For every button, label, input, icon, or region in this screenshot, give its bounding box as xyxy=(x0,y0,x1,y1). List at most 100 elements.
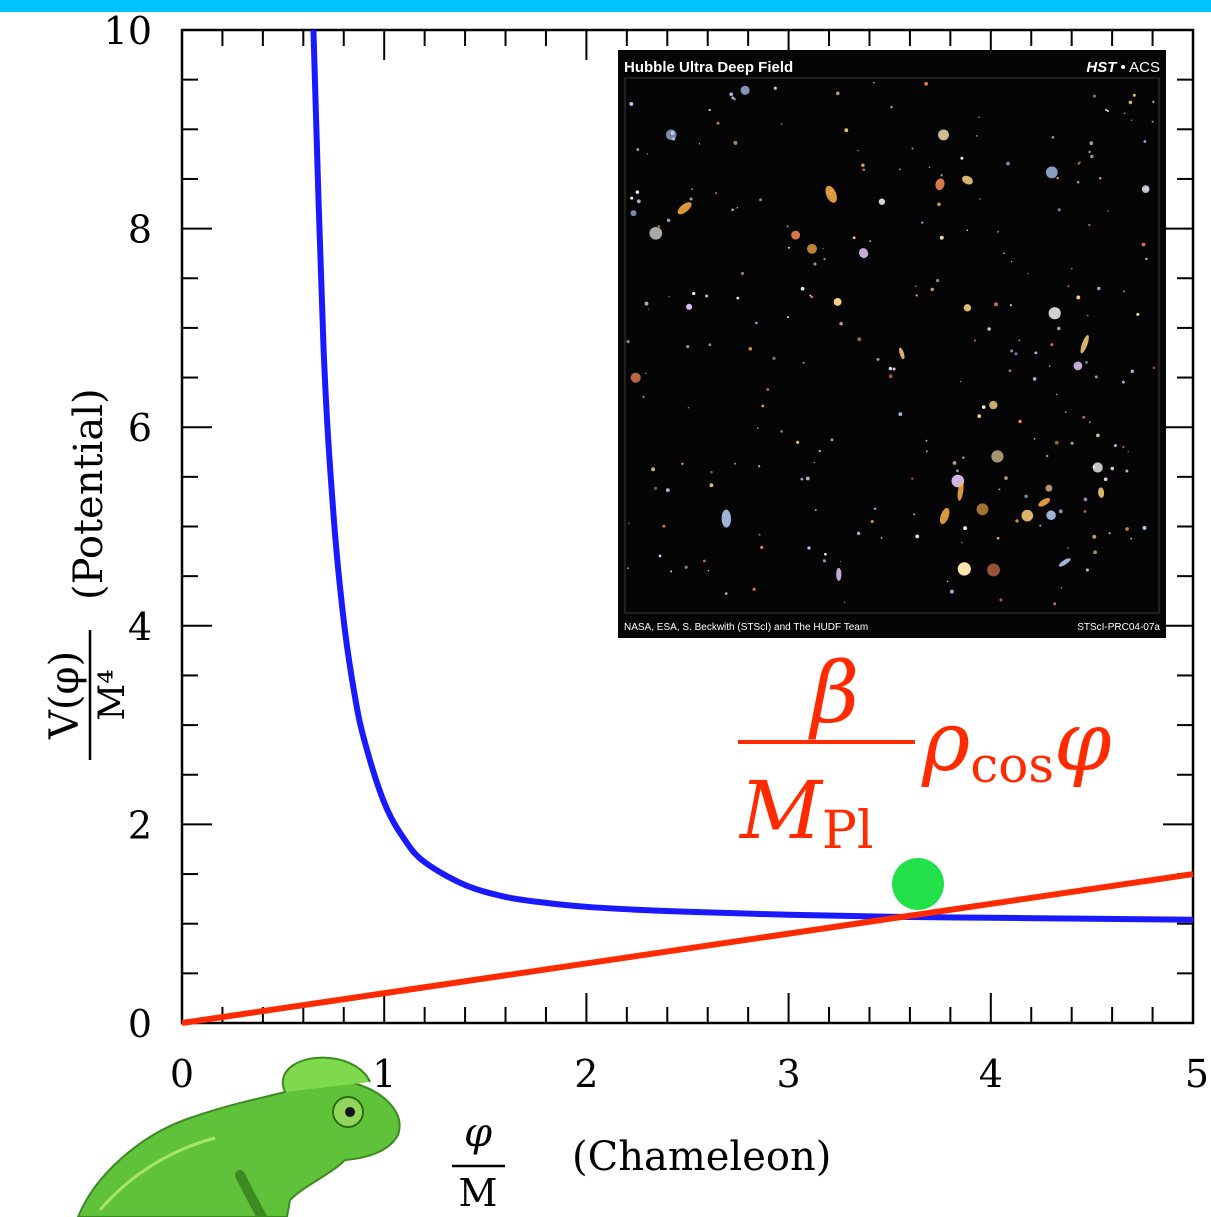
galaxy-dot xyxy=(861,163,865,168)
x-tick-label: 2 xyxy=(574,1052,598,1096)
galaxy-dot xyxy=(873,507,877,511)
galaxy-dot xyxy=(1085,568,1089,572)
galaxy-dot xyxy=(752,587,756,591)
galaxy-dot xyxy=(684,565,688,569)
galaxy-dot xyxy=(1123,290,1126,293)
galaxy-dot xyxy=(1099,177,1102,180)
y-tick-label: 2 xyxy=(128,803,152,847)
galaxy-dot xyxy=(1057,326,1061,331)
galaxy-dot xyxy=(873,81,875,84)
galaxy-dot xyxy=(665,129,677,141)
galaxy-dot xyxy=(707,569,710,572)
galaxy-dot xyxy=(780,430,783,433)
galaxy-dot xyxy=(1082,415,1086,419)
x-tick-label: 5 xyxy=(1185,1052,1209,1096)
galaxy-dot xyxy=(800,477,804,481)
galaxy-dot xyxy=(833,297,842,306)
galaxy-dot xyxy=(1034,351,1038,355)
galaxy-dot xyxy=(978,116,980,119)
galaxy-dot xyxy=(1132,93,1136,97)
galaxy-dot xyxy=(1053,602,1057,606)
inset-credit-right: STScI-PRC04-07a xyxy=(1077,622,1160,633)
galaxy-dot xyxy=(1151,120,1154,123)
galaxy-spiral xyxy=(1038,497,1051,507)
galaxy-dot xyxy=(715,192,718,194)
galaxy-dot xyxy=(981,405,986,409)
galaxy-dot xyxy=(1122,445,1125,449)
galaxy-dot xyxy=(665,488,670,492)
galaxy-dot xyxy=(1021,509,1034,522)
galaxy-dot xyxy=(1056,176,1059,180)
galaxy-dot xyxy=(1015,519,1019,523)
galaxy-dot xyxy=(630,196,634,200)
chameleon-crest xyxy=(281,1056,371,1093)
galaxy-dot xyxy=(1050,343,1054,347)
galaxy-spiral xyxy=(1098,487,1105,498)
galaxy-dot xyxy=(930,287,934,292)
galaxy-dot xyxy=(966,229,969,232)
galaxy-dot xyxy=(736,296,740,300)
galaxy-dot xyxy=(1010,260,1013,263)
galaxy-dot xyxy=(911,477,914,480)
annotation-rho-subscript: cos xyxy=(970,736,1054,794)
galaxy-dot xyxy=(654,486,658,490)
x-label-numerator: φ xyxy=(464,1110,492,1156)
galaxy-spiral xyxy=(935,178,945,191)
x-tick-label: 3 xyxy=(777,1052,801,1096)
galaxy-dot xyxy=(716,121,720,125)
chameleon-illustration xyxy=(76,1056,401,1217)
galaxy-dot xyxy=(761,404,765,408)
galaxy-dot xyxy=(1046,510,1056,520)
galaxy-dot xyxy=(952,461,957,465)
galaxy-spiral xyxy=(962,175,973,185)
series-layer xyxy=(181,29,1194,1026)
axis-ticks xyxy=(181,29,1194,1024)
galaxy-dot xyxy=(630,372,641,383)
galaxy-dot xyxy=(898,168,901,171)
galaxy-dot xyxy=(925,450,928,453)
galaxy-spiral xyxy=(1058,558,1071,567)
y-axis-label: V(φ) M⁴ (Potential) xyxy=(42,388,133,760)
coupling-line xyxy=(181,871,1194,1026)
galaxy-dot xyxy=(998,488,1001,491)
galaxy-dot xyxy=(928,166,931,169)
galaxy-dot xyxy=(878,198,886,205)
galaxy-dot xyxy=(888,366,893,371)
galaxy-dot xyxy=(807,243,817,254)
galaxy-dot xyxy=(773,86,777,90)
coupling-annotation: β MPl ρcosφ xyxy=(738,644,1112,861)
galaxy-dot xyxy=(757,465,761,468)
galaxy-dot xyxy=(670,131,675,135)
galaxy-dot xyxy=(913,513,915,516)
y-tick-label: 4 xyxy=(128,605,152,649)
galaxy-dot xyxy=(876,357,880,361)
galaxy-dot xyxy=(869,240,872,243)
inset-title: Hubble Ultra Deep Field xyxy=(624,59,793,76)
galaxy-dot xyxy=(1006,161,1010,166)
galaxy-dot xyxy=(839,560,842,563)
star-field xyxy=(626,81,1156,606)
galaxy-dot xyxy=(813,461,815,464)
galaxy-dot xyxy=(892,367,896,371)
galaxy-dot xyxy=(681,462,684,465)
galaxy-dot xyxy=(758,533,761,536)
galaxy-dot xyxy=(736,206,739,209)
galaxy-dot xyxy=(648,308,650,310)
galaxy-dot xyxy=(780,123,783,125)
galaxy-dot xyxy=(839,321,843,326)
galaxy-dot xyxy=(657,225,661,228)
galaxy-spiral xyxy=(677,202,692,215)
galaxy-dot xyxy=(645,372,647,374)
galaxy-dot xyxy=(1066,546,1069,549)
annotation-denominator: MPl xyxy=(738,764,874,861)
galaxy-dot xyxy=(937,202,941,206)
galaxy-spiral xyxy=(899,347,905,360)
galaxy-dot xyxy=(957,562,971,576)
galaxy-dot xyxy=(898,412,903,416)
galaxy-dot xyxy=(772,356,776,360)
galaxy-dot xyxy=(1070,267,1073,270)
galaxy-dot xyxy=(1096,433,1100,438)
galaxy-dot xyxy=(1055,393,1058,396)
galaxy-dot xyxy=(687,406,690,409)
galaxy-dot xyxy=(1090,154,1094,159)
